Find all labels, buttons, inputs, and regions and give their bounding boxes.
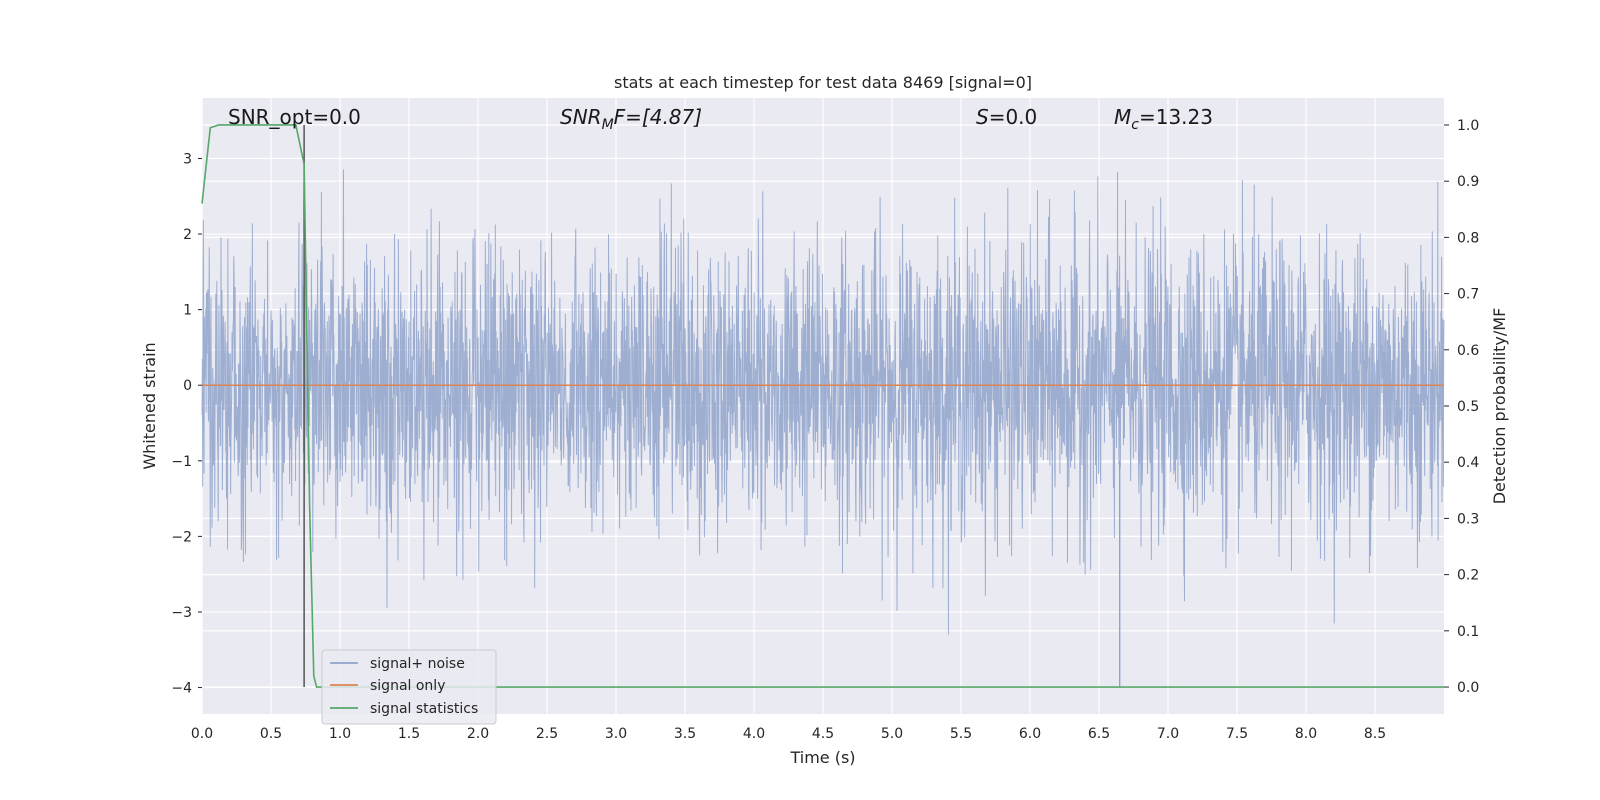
legend: signal+ noise signal only signal statist… [321, 649, 497, 725]
y2-tick-label: 0.6 [1457, 343, 1479, 359]
y2-tick-label: 0.2 [1457, 568, 1479, 584]
y2-axis-label: Detection probability/MF [1490, 308, 1509, 505]
y2-axis-ticks: 1.0 0.9 0.8 0.7 0.6 0.5 0.4 0.3 0.2 0.1 0.0 [1444, 118, 1479, 696]
x-tick-label: 2.0 [467, 726, 489, 742]
series-signal-plus-noise [201, 169, 1445, 688]
chart-lines [201, 124, 1444, 688]
y2-tick-label: 0.8 [1457, 230, 1479, 246]
annotation-mc: Mc=13.23 [1114, 105, 1213, 133]
x-tick-label: 2.5 [536, 726, 558, 742]
annotation-s: S=0.0 [976, 105, 1037, 129]
y-tick-label: 3 [183, 151, 192, 167]
y2-tick-label: 0.0 [1457, 680, 1479, 696]
annotation-mc-sub: c [1131, 117, 1139, 133]
y2-tick-label: 0.7 [1457, 287, 1479, 303]
x-tick-label: 5.0 [881, 726, 903, 742]
x-tick-label: 6.0 [1019, 726, 1041, 742]
legend-box [321, 649, 497, 725]
x-tick-label: 5.5 [950, 726, 972, 742]
series-line-signal-statistics [201, 124, 1444, 688]
x-axis-ticks: 0.0 0.5 1.0 1.5 2.0 2.5 3.0 3.5 4.0 4.5 5.0 5.5 6.0 6… [191, 726, 1386, 742]
x-tick-label: 3.0 [605, 726, 627, 742]
x-tick-label: 1.0 [329, 726, 351, 742]
y-tick-label: −1 [171, 454, 192, 470]
x-tick-label: 0.0 [191, 726, 213, 742]
legend-label-signal-statistics: signal statistics [370, 701, 478, 717]
legend-label-signal-plus-noise: signal+ noise [370, 656, 465, 672]
x-tick-label: 0.5 [260, 726, 282, 742]
x-tick-label: 8.0 [1295, 726, 1317, 742]
x-tick-label: 4.5 [812, 726, 834, 742]
y-tick-label: 2 [183, 227, 192, 243]
y-tick-label: −4 [171, 681, 192, 697]
annotation-snr-mf-main: SNR [560, 105, 602, 129]
x-tick-label: 4.0 [743, 726, 765, 742]
y-tick-label: −3 [171, 605, 192, 621]
y2-tick-label: 1.0 [1457, 118, 1479, 134]
annotation-mc-main: M [1114, 105, 1131, 129]
legend-label-signal-only: signal only [370, 678, 445, 694]
y-axis-ticks: 3 2 1 0 −1 −2 −3 −4 [171, 151, 202, 697]
annotation-s-main: S [976, 105, 989, 129]
x-tick-label: 7.0 [1157, 726, 1179, 742]
y2-tick-label: 0.9 [1457, 174, 1479, 190]
x-axis-label: Time (s) [789, 748, 855, 767]
x-tick-label: 3.5 [674, 726, 696, 742]
y-axis-label: Whitened strain [140, 342, 159, 469]
x-tick-label: 6.5 [1088, 726, 1110, 742]
annotation-snr-mf-rest: F=[4.87] [614, 105, 702, 129]
annotation-snr-opt: SNR_opt=0.0 [228, 105, 361, 129]
y2-tick-label: 0.4 [1457, 455, 1479, 471]
x-tick-label: 1.5 [398, 726, 420, 742]
annotation-s-rest: =0.0 [989, 105, 1038, 129]
x-tick-label: 8.5 [1364, 726, 1386, 742]
annotation-snr-mf: SNRMF=[4.87] [560, 105, 702, 133]
y2-tick-label: 0.5 [1457, 399, 1479, 415]
annotation-mc-rest: =13.23 [1139, 105, 1213, 129]
y-tick-label: −2 [171, 529, 192, 545]
y-tick-label: 0 [183, 378, 192, 394]
x-tick-label: 7.5 [1226, 726, 1248, 742]
y-tick-label: 1 [183, 303, 192, 319]
y2-tick-label: 0.3 [1457, 511, 1479, 527]
annotation-snr-mf-sub: M [602, 117, 614, 133]
y2-tick-label: 0.1 [1457, 624, 1479, 640]
series-line-signal-plus-noise [201, 169, 1445, 635]
chart-title: stats at each timestep for test data 846… [614, 73, 1032, 92]
